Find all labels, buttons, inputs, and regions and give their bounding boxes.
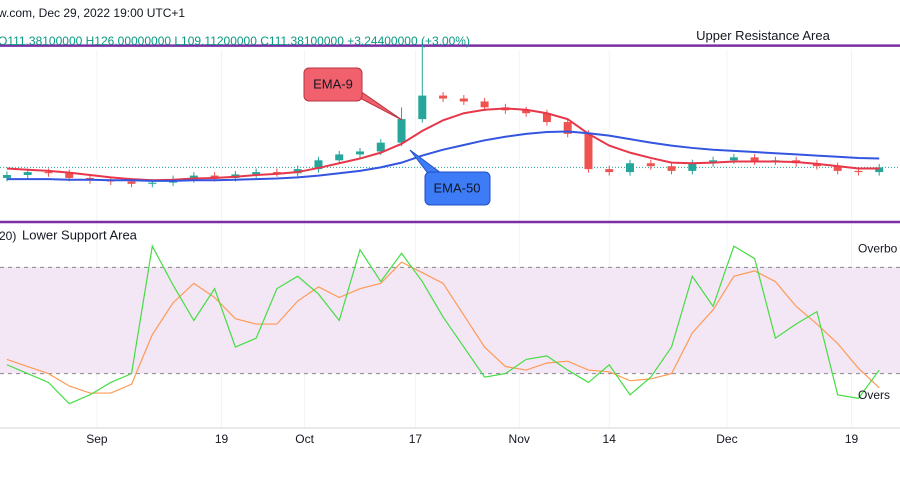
- candle-body: [605, 169, 614, 173]
- candle-body: [376, 142, 385, 152]
- candle-body: [542, 113, 551, 123]
- candle-body: [522, 110, 531, 114]
- ema-line: [6, 130, 880, 182]
- ema50-callout: EMA-50: [409, 149, 491, 206]
- x-tick-label: Dec: [716, 432, 737, 446]
- callout-box: [303, 67, 363, 102]
- candle-body: [646, 163, 655, 167]
- oscillator-line: [6, 244, 880, 405]
- candle-body: [2, 175, 11, 178]
- candle-body: [418, 95, 427, 120]
- candle-body: [626, 163, 634, 173]
- x-tick-label: Oct: [295, 432, 314, 446]
- ema9-callout: EMA-9: [303, 67, 403, 121]
- candle-body: [335, 154, 344, 161]
- candle-body: [356, 151, 364, 155]
- x-tick-label: Nov: [509, 432, 530, 446]
- candle-body: [127, 181, 136, 184]
- plot: [0, 42, 900, 405]
- x-tick-label: Sep: [86, 432, 108, 446]
- labels: Sep 19 Oct 17 Nov 14 Dec 19 Overbo Overs 20) Upper …: [0, 28, 898, 446]
- candle-body: [667, 166, 676, 171]
- grid: [0, 50, 900, 428]
- level-label: Lower Support Area: [22, 227, 138, 242]
- level-label: Overs: [858, 388, 890, 402]
- candle-body: [480, 101, 489, 108]
- candle-body: [439, 95, 448, 99]
- header-source: w.com, Dec 29, 2022 19:00 UTC+1: [0, 6, 185, 20]
- x-tick-label: 14: [603, 432, 617, 446]
- header-ohlc: O111.38100000 H126.00000000 L109.1120000…: [0, 34, 470, 48]
- oscillator-label: 20): [0, 229, 16, 243]
- candle-body: [729, 157, 738, 161]
- oscillator-line: [6, 261, 880, 394]
- candle-body: [314, 160, 323, 170]
- candle-body: [833, 166, 842, 171]
- level-label: Overbo: [858, 242, 898, 256]
- candle-body: [563, 122, 572, 134]
- candle-body: [750, 157, 759, 162]
- candle-body: [210, 175, 219, 178]
- x-tick-label: 17: [409, 432, 423, 446]
- level-label: Upper Resistance Area: [696, 28, 830, 43]
- candle-body: [875, 167, 884, 173]
- x-tick-label: 19: [215, 432, 229, 446]
- candle-body: [854, 170, 863, 173]
- callout-box: [424, 171, 491, 206]
- x-tick-label: 19: [845, 432, 859, 446]
- callout-label: EMA-9: [313, 76, 353, 91]
- candle-body: [688, 163, 697, 171]
- band: [0, 267, 900, 374]
- candle-body: [23, 172, 32, 175]
- candle-body: [397, 119, 406, 143]
- candle-body: [65, 173, 74, 178]
- candle-body: [44, 172, 53, 174]
- candle-body: [189, 175, 198, 180]
- candle-body: [584, 133, 593, 170]
- callout-label: EMA-50: [434, 180, 481, 195]
- candle-body: [272, 172, 281, 174]
- candle-body: [252, 172, 261, 175]
- candle-body: [148, 182, 157, 184]
- candle-body: [459, 98, 468, 102]
